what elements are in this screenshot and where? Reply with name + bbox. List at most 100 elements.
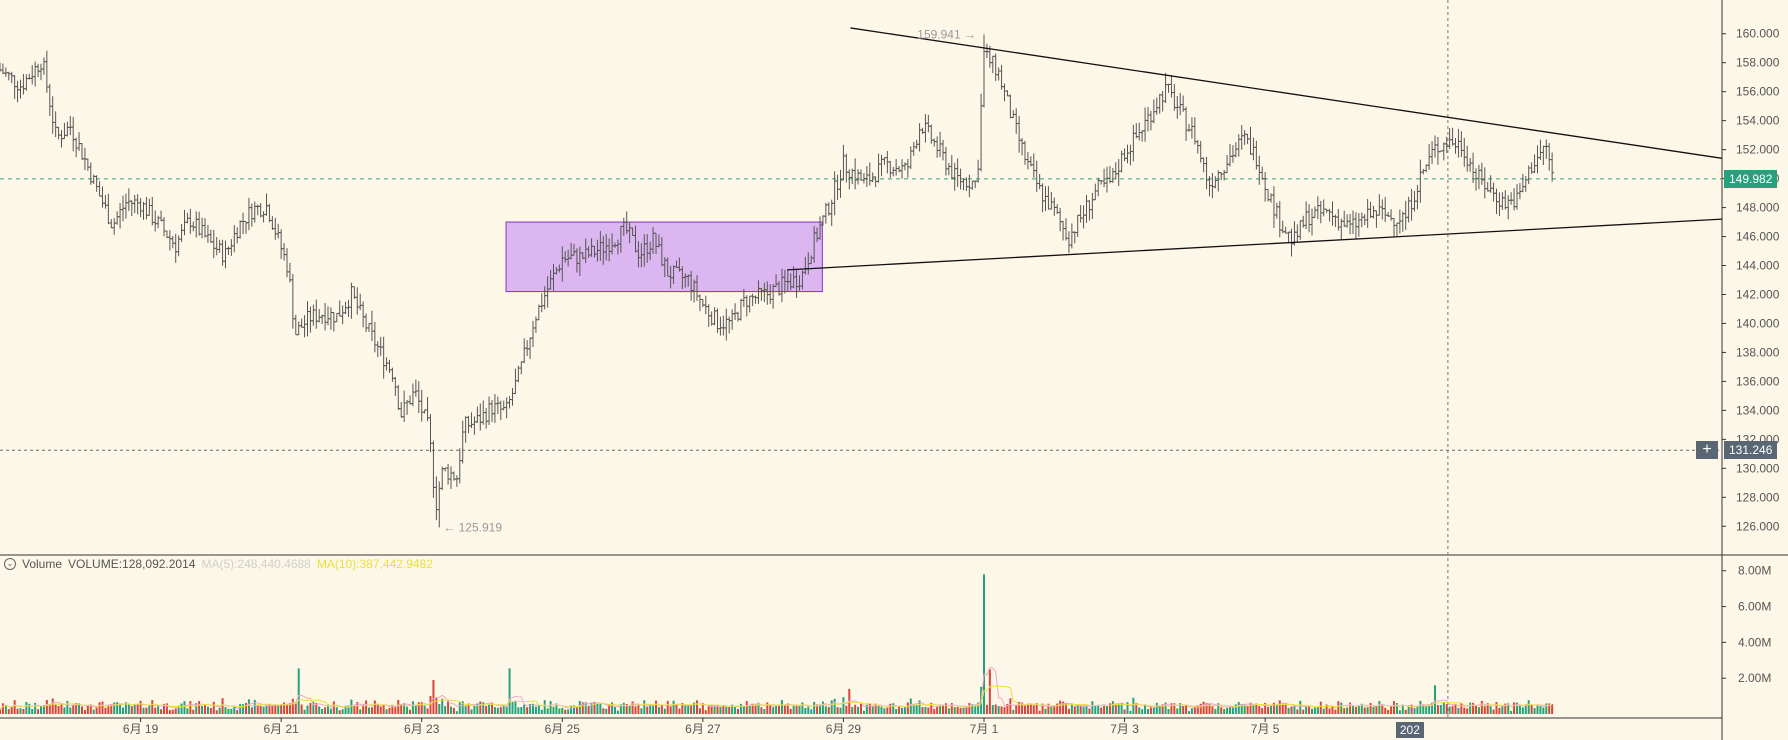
volume-bar xyxy=(89,704,92,714)
volume-bar xyxy=(491,702,493,714)
volume-bar xyxy=(183,701,186,714)
volume-bar xyxy=(180,703,183,714)
volume-bar xyxy=(561,707,564,714)
volume-bar xyxy=(537,705,540,714)
volume-bar xyxy=(912,705,915,714)
volume-legend-title: Volume xyxy=(22,557,63,571)
volume-bar xyxy=(1451,706,1454,714)
price-tick-label: 160.000 xyxy=(1736,27,1780,41)
volume-tick-label: 4.00M xyxy=(1738,635,1771,649)
volume-bar xyxy=(833,698,836,714)
volume-bar xyxy=(953,707,956,714)
volume-bar xyxy=(710,704,713,714)
volume-bar xyxy=(605,708,608,714)
volume-bar xyxy=(206,706,209,714)
volume-bar xyxy=(939,704,942,714)
volume-bar xyxy=(1185,704,1188,714)
volume-bar xyxy=(1062,701,1065,714)
volume-bar xyxy=(725,706,728,714)
volume-bar xyxy=(1308,705,1311,714)
volume-bar xyxy=(1056,703,1059,714)
volume-bar xyxy=(1413,708,1416,714)
volume-bar xyxy=(575,706,578,714)
volume-bar xyxy=(1076,704,1079,714)
volume-bar xyxy=(669,706,672,714)
volume-bar xyxy=(142,707,145,714)
volume-bar xyxy=(1466,708,1469,714)
volume-bar xyxy=(1357,705,1360,714)
volume-bar xyxy=(280,704,283,714)
volume-bar xyxy=(400,703,403,714)
volume-bar xyxy=(467,703,470,714)
date-tick-label: 7月 5 xyxy=(1251,722,1280,736)
volume-bar xyxy=(485,705,488,714)
volume-bar xyxy=(432,679,435,714)
volume-bar xyxy=(1454,704,1457,714)
volume-bar xyxy=(101,701,104,714)
volume-bar xyxy=(1533,708,1536,714)
volume-bar xyxy=(944,703,947,714)
volume-bar xyxy=(458,702,461,714)
volume-bar xyxy=(555,703,558,714)
volume-ma10-line xyxy=(0,685,1553,710)
volume-bar xyxy=(444,706,447,714)
volume-bar xyxy=(1460,703,1463,714)
volume-bar xyxy=(1205,702,1208,714)
volume-bar xyxy=(1100,707,1103,714)
volume-bar xyxy=(1477,707,1480,714)
volume-bar xyxy=(1272,702,1275,714)
volume-bar xyxy=(429,695,432,714)
volume-bar xyxy=(1328,708,1331,714)
volume-bar xyxy=(684,705,687,714)
collapse-chevron-icon[interactable]: ⌄ xyxy=(4,558,16,570)
volume-bar xyxy=(242,704,245,714)
price-tick-label: 134.000 xyxy=(1736,403,1780,417)
volume-bar xyxy=(209,707,212,714)
volume-bar xyxy=(168,710,171,714)
volume-tick-label: 6.00M xyxy=(1738,600,1771,614)
volume-bar xyxy=(766,702,769,714)
volume-bar xyxy=(1472,702,1475,714)
volume-bar xyxy=(34,702,37,714)
volume-bar xyxy=(584,702,587,714)
volume-bar xyxy=(154,707,157,714)
volume-bar xyxy=(496,707,499,714)
volume-bar xyxy=(804,708,807,714)
volume-bar xyxy=(78,703,81,714)
volume-bar xyxy=(230,708,233,714)
volume-bar xyxy=(195,703,198,714)
volume-bar xyxy=(368,707,370,714)
volume-bar xyxy=(587,706,590,714)
volume-bar xyxy=(1202,701,1205,714)
volume-bar xyxy=(271,705,274,714)
volume-bar xyxy=(309,702,312,714)
volume-bar xyxy=(698,708,701,714)
volume-bar xyxy=(927,707,930,714)
volume-bar xyxy=(1545,703,1548,714)
volume-bar xyxy=(687,704,690,714)
volume-bar xyxy=(590,702,593,714)
volume-bar xyxy=(1053,706,1056,714)
add-alert-plus-icon[interactable]: + xyxy=(1696,441,1718,460)
price-tick-label: 146.000 xyxy=(1736,230,1780,244)
volume-bar xyxy=(704,710,707,714)
volume-bar xyxy=(1243,704,1246,714)
volume-bar xyxy=(860,703,862,714)
date-tick-label: 6月 29 xyxy=(826,722,862,736)
volume-bar xyxy=(60,704,63,714)
volume-bar xyxy=(652,705,655,714)
volume-bar xyxy=(707,706,710,714)
volume-tick-label: 8.00M xyxy=(1738,564,1771,578)
volume-bar xyxy=(517,707,520,714)
volume-bar xyxy=(1513,702,1516,714)
volume-bar xyxy=(353,705,356,714)
volume-bar xyxy=(608,704,611,714)
volume-bar xyxy=(1316,707,1319,714)
volume-bar xyxy=(1152,707,1155,714)
volume-bar xyxy=(988,669,991,714)
volume-bar xyxy=(649,705,652,714)
volume-bar xyxy=(1138,707,1141,714)
volume-bars-group xyxy=(0,574,1554,714)
